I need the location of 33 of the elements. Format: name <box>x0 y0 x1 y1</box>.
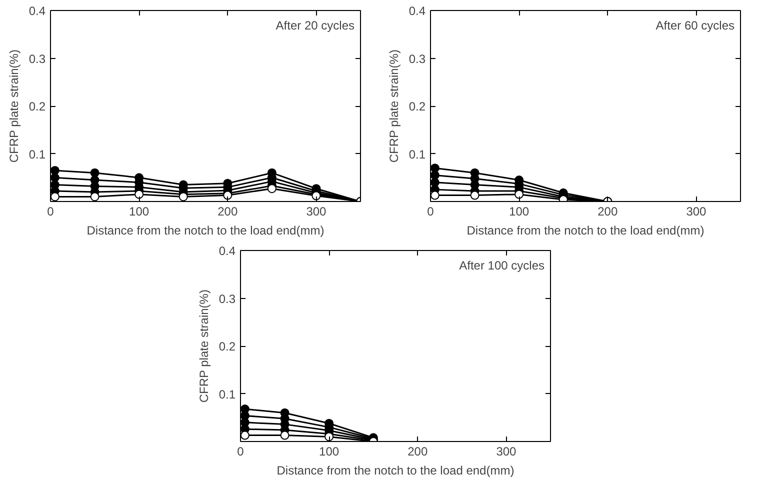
annotation: After 100 cycles <box>459 258 545 272</box>
x-tick-label: 100 <box>319 444 340 458</box>
x-tick-label: 300 <box>686 204 707 218</box>
x-tick-label: 300 <box>496 444 517 458</box>
annotation: After 60 cycles <box>656 18 735 32</box>
y-tick-label: 0.1 <box>218 387 236 402</box>
x-axis-title: Distance from the notch to the load end(mm) <box>466 224 704 238</box>
y-tick-label: 0.3 <box>408 52 426 66</box>
y-tick-label: 0.2 <box>218 340 236 354</box>
x-tick-label: 0 <box>237 444 244 458</box>
x-tick-label: 0 <box>47 204 54 218</box>
y-axis-title: CFRP plate strain(%) <box>386 50 401 163</box>
y-axis-title: CFRP plate strain(%) <box>196 290 211 403</box>
y-tick-label: 0.4 <box>218 244 236 258</box>
x-tick-label: 200 <box>408 444 428 458</box>
y-tick-label: 0.2 <box>408 100 426 114</box>
x-axis-title: Distance from the notch to the load end(mm) <box>276 464 514 478</box>
y-tick-label: 0.2 <box>28 100 46 114</box>
y-axis-title: CFRP plate strain(%) <box>6 50 21 163</box>
y-tick-label: 0.4 <box>408 4 426 18</box>
y-tick-label: 0.3 <box>28 52 46 66</box>
x-tick-label: 0 <box>427 204 434 218</box>
y-tick-label: 0.1 <box>28 147 46 162</box>
x-axis-title: Distance from the notch to the load end(mm) <box>86 224 324 238</box>
x-tick-label: 300 <box>306 204 327 218</box>
x-tick-label: 200 <box>218 204 238 218</box>
x-tick-label: 100 <box>129 204 150 218</box>
x-tick-label: 200 <box>598 204 618 218</box>
x-tick-label: 100 <box>509 204 530 218</box>
annotation: After 20 cycles <box>276 18 355 32</box>
y-tick-label: 0.4 <box>28 4 46 18</box>
y-tick-label: 0.3 <box>218 292 236 306</box>
y-tick-label: 0.1 <box>408 147 426 162</box>
